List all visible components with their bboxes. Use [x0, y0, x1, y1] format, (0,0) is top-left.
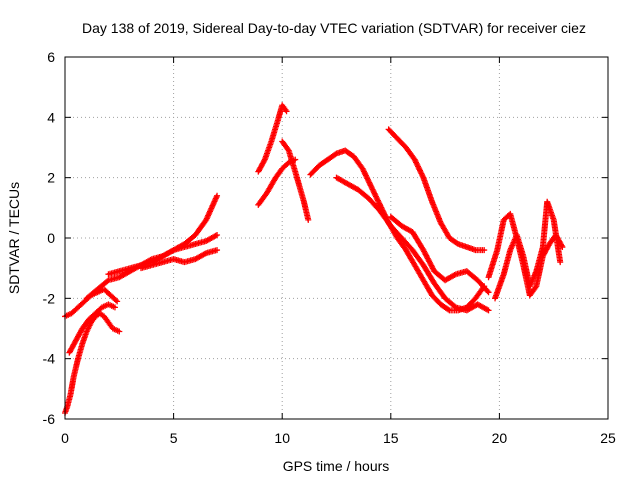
x-tick-label: 15 [383, 430, 399, 446]
y-tick-labels: -6 -4 -2 0 2 4 6 [43, 49, 56, 427]
data-point-fill [112, 297, 119, 304]
series-arc-7 [255, 102, 290, 175]
data-point [114, 298, 121, 305]
series-arc-2 [62, 310, 123, 416]
data-point [557, 259, 564, 266]
data-point-fill [261, 157, 268, 164]
plot-frame [64, 56, 609, 420]
y-tick-label: -2 [43, 290, 56, 306]
x-tick-label: 0 [61, 430, 69, 446]
x-tick-label: 10 [274, 430, 290, 446]
y-tick-label: -6 [43, 411, 56, 427]
x-tick-labels: 0 5 10 15 20 25 [61, 430, 616, 446]
chart-title: Day 138 of 2019, Sidereal Day-to-day VTE… [82, 20, 586, 36]
series-arc-6 [138, 247, 221, 272]
data-point [283, 108, 290, 115]
series-arc-9 [279, 138, 312, 223]
series-arc-5 [105, 192, 221, 278]
y-tick-label: 4 [47, 109, 55, 125]
y-axis-label: SDTVAR / TECUs [6, 182, 22, 294]
axis-ticks [64, 56, 609, 420]
series-arc-12 [385, 126, 488, 254]
data-point-fill [484, 288, 491, 295]
x-tick-label: 5 [170, 430, 178, 446]
data-point [214, 231, 221, 238]
data-point [485, 307, 492, 314]
series-arc-13 [387, 213, 492, 296]
series-arc-11 [333, 174, 492, 314]
y-tick-label: 2 [47, 170, 55, 186]
y-tick-label: -4 [43, 351, 56, 367]
data-point [214, 247, 221, 254]
data-point [116, 328, 123, 335]
data-point [481, 247, 488, 254]
data-point-fill [445, 306, 452, 313]
x-axis-label: GPS time / hours [283, 458, 390, 474]
y-tick-label: 6 [47, 49, 55, 65]
data-point [485, 289, 492, 296]
gridlines [65, 57, 608, 419]
data-point-fill [532, 284, 539, 291]
x-tick-label: 20 [492, 430, 508, 446]
data-point [111, 304, 118, 311]
y-tick-label: 0 [47, 230, 55, 246]
data-point [305, 216, 312, 223]
series-arc-8 [255, 156, 299, 208]
data-points [62, 102, 566, 416]
series-arc-15 [492, 198, 564, 302]
data-point [214, 192, 221, 199]
series-arc-3 [66, 301, 118, 356]
x-tick-label: 25 [600, 430, 616, 446]
